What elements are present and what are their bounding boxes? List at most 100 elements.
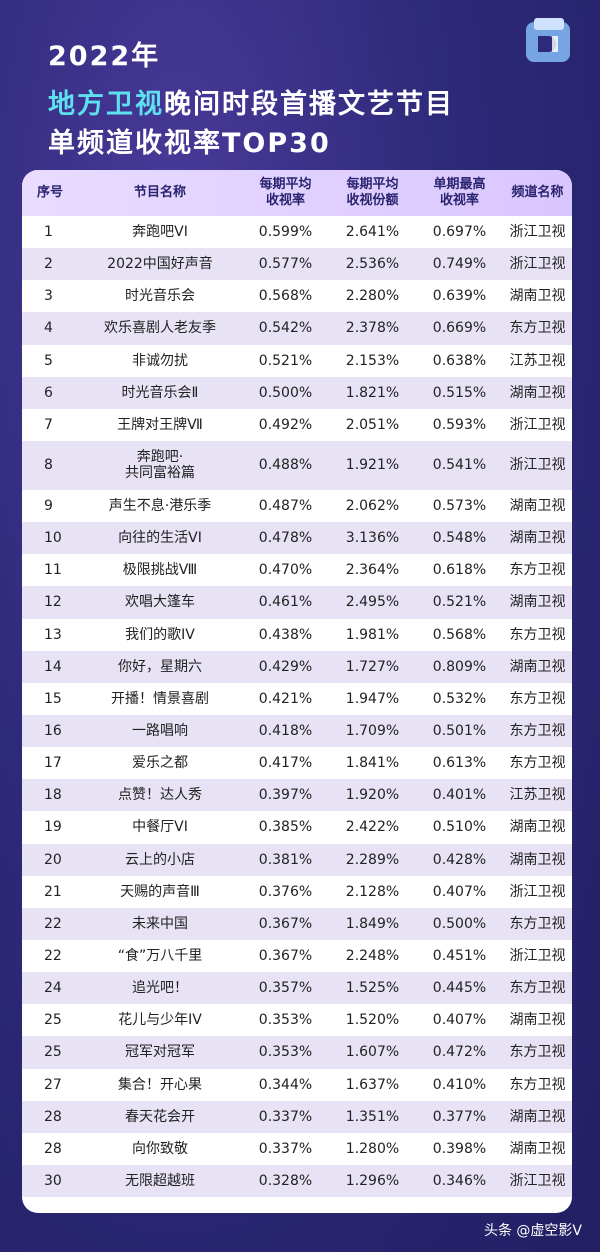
cell-col-rank: 13: [44, 626, 62, 643]
cell-col-channel: 湖南卫视: [509, 498, 566, 515]
cell-col-rank: 9: [44, 498, 53, 515]
cell-col-avg-share: 2.641%: [345, 224, 400, 241]
cell-col-avg-share: 2.153%: [345, 352, 400, 369]
cell-col-channel: 东方卫视: [509, 1044, 566, 1061]
cell-col-peak-rating: 0.541%: [432, 457, 487, 474]
cell-col-program: 点赞！达人秀: [118, 787, 202, 804]
table-row: 25 冠军对冠军 0.353% 1.607% 0.472% 东方卫视: [22, 1036, 572, 1069]
header-col-peak-rating: 单期最高 收视率: [433, 177, 486, 208]
cell-col-avg-rating: 0.470%: [258, 562, 313, 579]
ranking-table: 序号 节目名称 每期平均 收视率 每期平均 收视份额 单期最高 收视率 频道名称 1 奔跑吧…: [22, 170, 572, 1213]
cell-col-program: 王牌对王牌Ⅶ: [117, 416, 203, 433]
cell-col-rank: 21: [44, 883, 62, 900]
cell-col-peak-rating: 0.377%: [432, 1108, 487, 1125]
cell-col-channel: 湖南卫视: [509, 819, 566, 836]
cell-col-channel: 东方卫视: [509, 723, 566, 740]
cell-col-channel: 东方卫视: [509, 320, 566, 337]
cell-col-rank: 14: [44, 658, 62, 675]
cell-col-rank: 22: [44, 948, 62, 965]
cell-col-peak-rating: 0.410%: [432, 1076, 487, 1093]
cell-col-program: 欢乐喜剧人老友季: [104, 320, 216, 337]
cell-col-avg-rating: 0.421%: [258, 690, 313, 707]
table-row: 6 时光音乐会Ⅱ 0.500% 1.821% 0.515% 湖南卫视: [22, 376, 572, 409]
table-body: 1 奔跑吧VI 0.599% 2.641% 0.697% 浙江卫视 2 2022中国好声音 0.…: [22, 216, 572, 1198]
cell-col-avg-share: 2.128%: [345, 883, 400, 900]
cell-col-avg-rating: 0.397%: [258, 787, 313, 804]
table-row: 21 天赐的声音Ⅲ 0.376% 2.128% 0.407% 浙江卫视: [22, 875, 572, 908]
cell-col-peak-rating: 0.521%: [432, 594, 487, 611]
header-col-program: 节目名称: [133, 185, 186, 200]
cell-col-avg-rating: 0.353%: [258, 1012, 313, 1029]
cell-col-channel: 东方卫视: [509, 690, 566, 707]
cell-col-peak-rating: 0.809%: [432, 658, 487, 675]
cell-col-peak-rating: 0.428%: [432, 851, 487, 868]
table-row: 10 向往的生活VI 0.478% 3.136% 0.548% 湖南卫视: [22, 522, 572, 555]
header-col-avg-rating: 每期平均 收视率: [259, 177, 312, 208]
table-row: 22 “食”万八千里 0.367% 2.248% 0.451% 浙江卫视: [22, 939, 572, 973]
cell-col-avg-share: 1.921%: [345, 457, 400, 474]
cell-col-avg-rating: 0.337%: [258, 1140, 313, 1157]
cell-col-program: 声生不息·港乐季: [108, 498, 212, 515]
cell-col-channel: 湖南卫视: [509, 1012, 566, 1029]
cell-col-rank: 3: [44, 288, 53, 305]
table-row: 14 你好，星期六 0.429% 1.727% 0.809% 湖南卫视: [22, 650, 572, 683]
cell-col-avg-rating: 0.568%: [258, 288, 313, 305]
cell-col-peak-rating: 0.613%: [432, 755, 487, 772]
cell-col-avg-share: 1.280%: [345, 1140, 400, 1157]
cell-col-rank: 5: [44, 352, 53, 369]
cell-col-peak-rating: 0.697%: [432, 224, 487, 241]
cell-col-rank: 25: [44, 1012, 62, 1029]
table-row: 18 点赞！达人秀 0.397% 1.920% 0.401% 江苏卫视: [22, 779, 572, 812]
cell-col-peak-rating: 0.510%: [432, 819, 487, 836]
cell-col-avg-share: 2.422%: [345, 819, 400, 836]
cell-col-avg-share: 2.378%: [345, 320, 400, 337]
cell-col-peak-rating: 0.593%: [432, 416, 487, 433]
table-row: 7 王牌对王牌Ⅶ 0.492% 2.051% 0.593% 浙江卫视: [22, 408, 572, 441]
cell-col-avg-share: 1.821%: [345, 384, 400, 401]
cell-col-avg-share: 1.981%: [345, 626, 400, 643]
cell-col-rank: 10: [44, 530, 62, 547]
table-row: 22 未来中国 0.367% 1.849% 0.500% 东方卫视: [22, 907, 572, 940]
cell-col-channel: 浙江卫视: [509, 883, 566, 900]
table-row: 3 时光音乐会 0.568% 2.280% 0.639% 湖南卫视: [22, 280, 572, 313]
cell-col-rank: 25: [44, 1044, 62, 1061]
cell-col-avg-share: 1.920%: [345, 787, 400, 804]
cell-col-rank: 16: [44, 723, 62, 740]
cell-col-avg-share: 2.062%: [345, 498, 400, 515]
cell-col-channel: 浙江卫视: [509, 256, 566, 273]
table-row: 2 2022中国好声音 0.577% 2.536% 0.749% 浙江卫视: [22, 248, 572, 281]
cell-col-channel: 湖南卫视: [509, 1140, 566, 1157]
cell-col-peak-rating: 0.639%: [432, 288, 487, 305]
cell-col-peak-rating: 0.407%: [432, 883, 487, 900]
header-col-avg-share: 每期平均 收视份额: [346, 177, 399, 208]
cell-col-avg-share: 1.947%: [345, 690, 400, 707]
cell-col-avg-share: 1.841%: [345, 755, 400, 772]
cell-col-peak-rating: 0.500%: [432, 915, 487, 932]
cell-col-rank: 7: [44, 416, 53, 433]
cell-col-peak-rating: 0.501%: [432, 723, 487, 740]
cell-col-channel: 东方卫视: [509, 980, 566, 997]
cell-col-rank: 2: [44, 256, 53, 273]
cell-col-avg-rating: 0.376%: [258, 883, 313, 900]
title-line-2: 地方卫视晚间时段首播文艺节目: [48, 82, 454, 121]
title-rest: 晚间时段首播文艺节目: [164, 89, 454, 120]
cell-col-peak-rating: 0.749%: [432, 256, 487, 273]
cell-col-avg-rating: 0.353%: [258, 1044, 313, 1061]
cell-col-channel: 湖南卫视: [509, 594, 566, 611]
table-row: 15 开播！情景喜剧 0.421% 1.947% 0.532% 东方卫视: [22, 682, 572, 715]
table-row: 16 一路唱响 0.418% 1.709% 0.501% 东方卫视: [22, 714, 572, 748]
cell-col-avg-share: 2.364%: [345, 562, 400, 579]
cell-col-rank: 17: [44, 755, 62, 772]
table-row: 30 无限超越班 0.328% 1.296% 0.346% 浙江卫视: [22, 1164, 572, 1198]
table-row: 5 非诚勿扰 0.521% 2.153% 0.638% 江苏卫视: [22, 344, 572, 377]
cell-col-program: 无限超越班: [125, 1173, 195, 1189]
cell-col-avg-share: 1.351%: [345, 1108, 400, 1125]
cell-col-rank: 19: [44, 819, 62, 836]
cell-col-channel: 浙江卫视: [509, 224, 566, 241]
cell-col-program: 一路唱响: [132, 723, 188, 740]
cell-col-program: 时光音乐会Ⅱ: [121, 384, 199, 401]
table-row: 28 春天花会开 0.337% 1.351% 0.377% 湖南卫视: [22, 1100, 572, 1133]
cell-col-channel: 浙江卫视: [509, 457, 566, 474]
cell-col-rank: 27: [44, 1076, 62, 1093]
cell-col-avg-share: 1.525%: [345, 980, 400, 997]
